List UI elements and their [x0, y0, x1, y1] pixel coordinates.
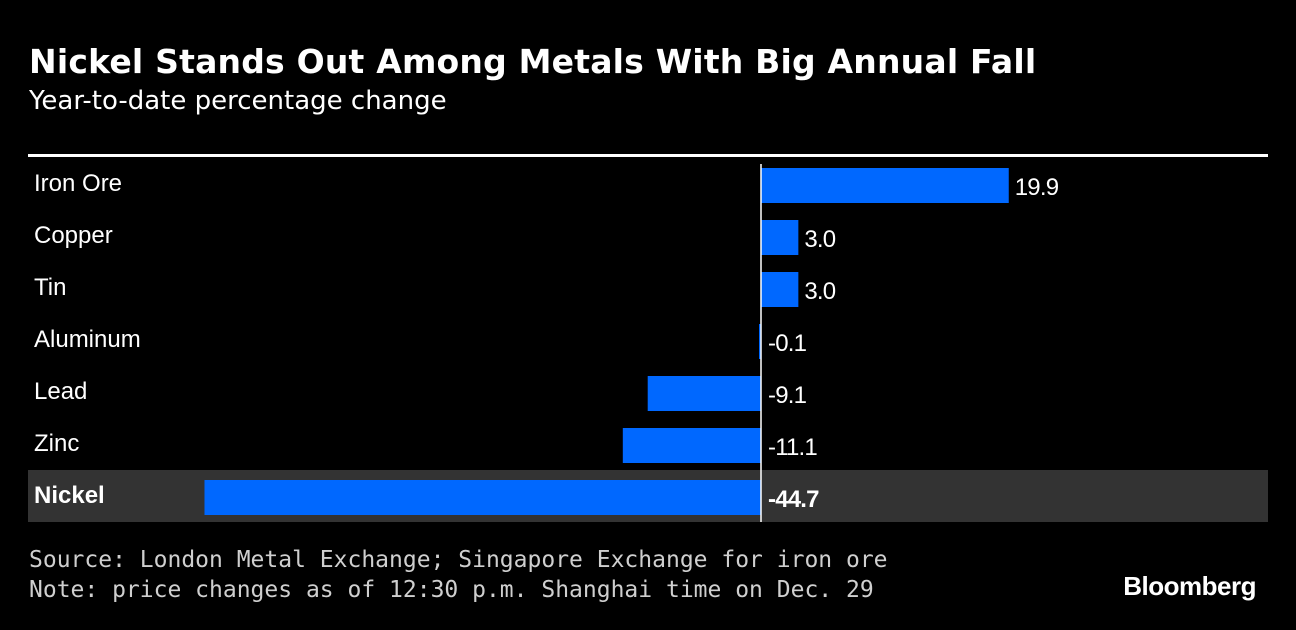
time-note: Note: price changes as of 12:30 p.m. Sha…: [29, 577, 874, 603]
value-label-iron-ore: 19.9: [1015, 174, 1059, 201]
category-label-iron-ore: Iron Ore: [34, 170, 122, 197]
bloomberg-logo: Bloomberg: [1123, 571, 1256, 601]
source-note: Source: London Metal Exchange; Singapore…: [29, 547, 888, 573]
bar-chart: Iron Ore 19.9 Copper 3.0 Tin 3.0 Aluminum -0.1 L…: [28, 164, 1268, 522]
value-label-zinc: -11.1: [768, 434, 817, 461]
bar-aluminum: [759, 324, 761, 359]
bar-zinc: [622, 428, 761, 463]
bar-nickel: [204, 480, 762, 515]
chart-title: Nickel Stands Out Among Metals With Big …: [29, 42, 1037, 81]
value-label-aluminum: -0.1: [768, 330, 807, 357]
value-label-tin: 3.0: [804, 278, 835, 305]
value-label-copper: 3.0: [804, 226, 835, 253]
category-label-nickel: Nickel: [34, 482, 105, 509]
value-label-lead: -9.1: [768, 382, 807, 409]
category-label-lead: Lead: [34, 378, 87, 405]
top-rule: [28, 154, 1268, 157]
category-label-aluminum: Aluminum: [34, 326, 141, 353]
bar-tin: [761, 272, 799, 307]
bar-lead: [647, 376, 761, 411]
value-label-nickel: -44.7: [768, 486, 819, 513]
category-label-copper: Copper: [34, 222, 113, 249]
bar-iron-ore: [761, 168, 1009, 203]
bar-copper: [761, 220, 799, 255]
category-label-zinc: Zinc: [34, 430, 79, 457]
chart-subtitle: Year-to-date percentage change: [29, 86, 447, 116]
category-label-tin: Tin: [34, 274, 66, 301]
